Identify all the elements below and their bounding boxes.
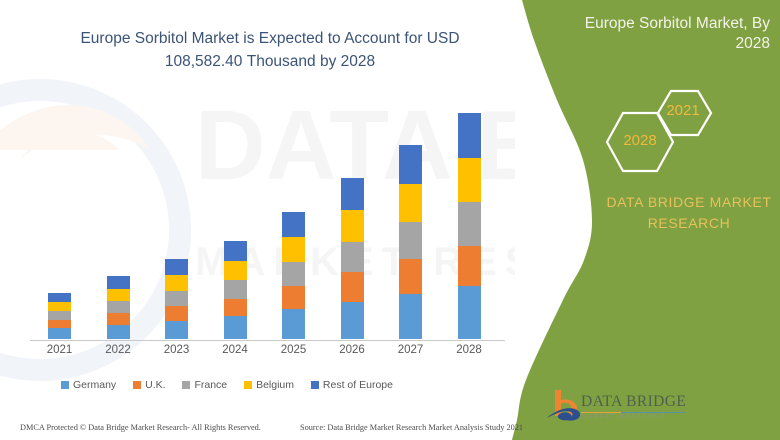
svg-text:DATA BRIDGE: DATA BRIDGE bbox=[195, 90, 780, 200]
